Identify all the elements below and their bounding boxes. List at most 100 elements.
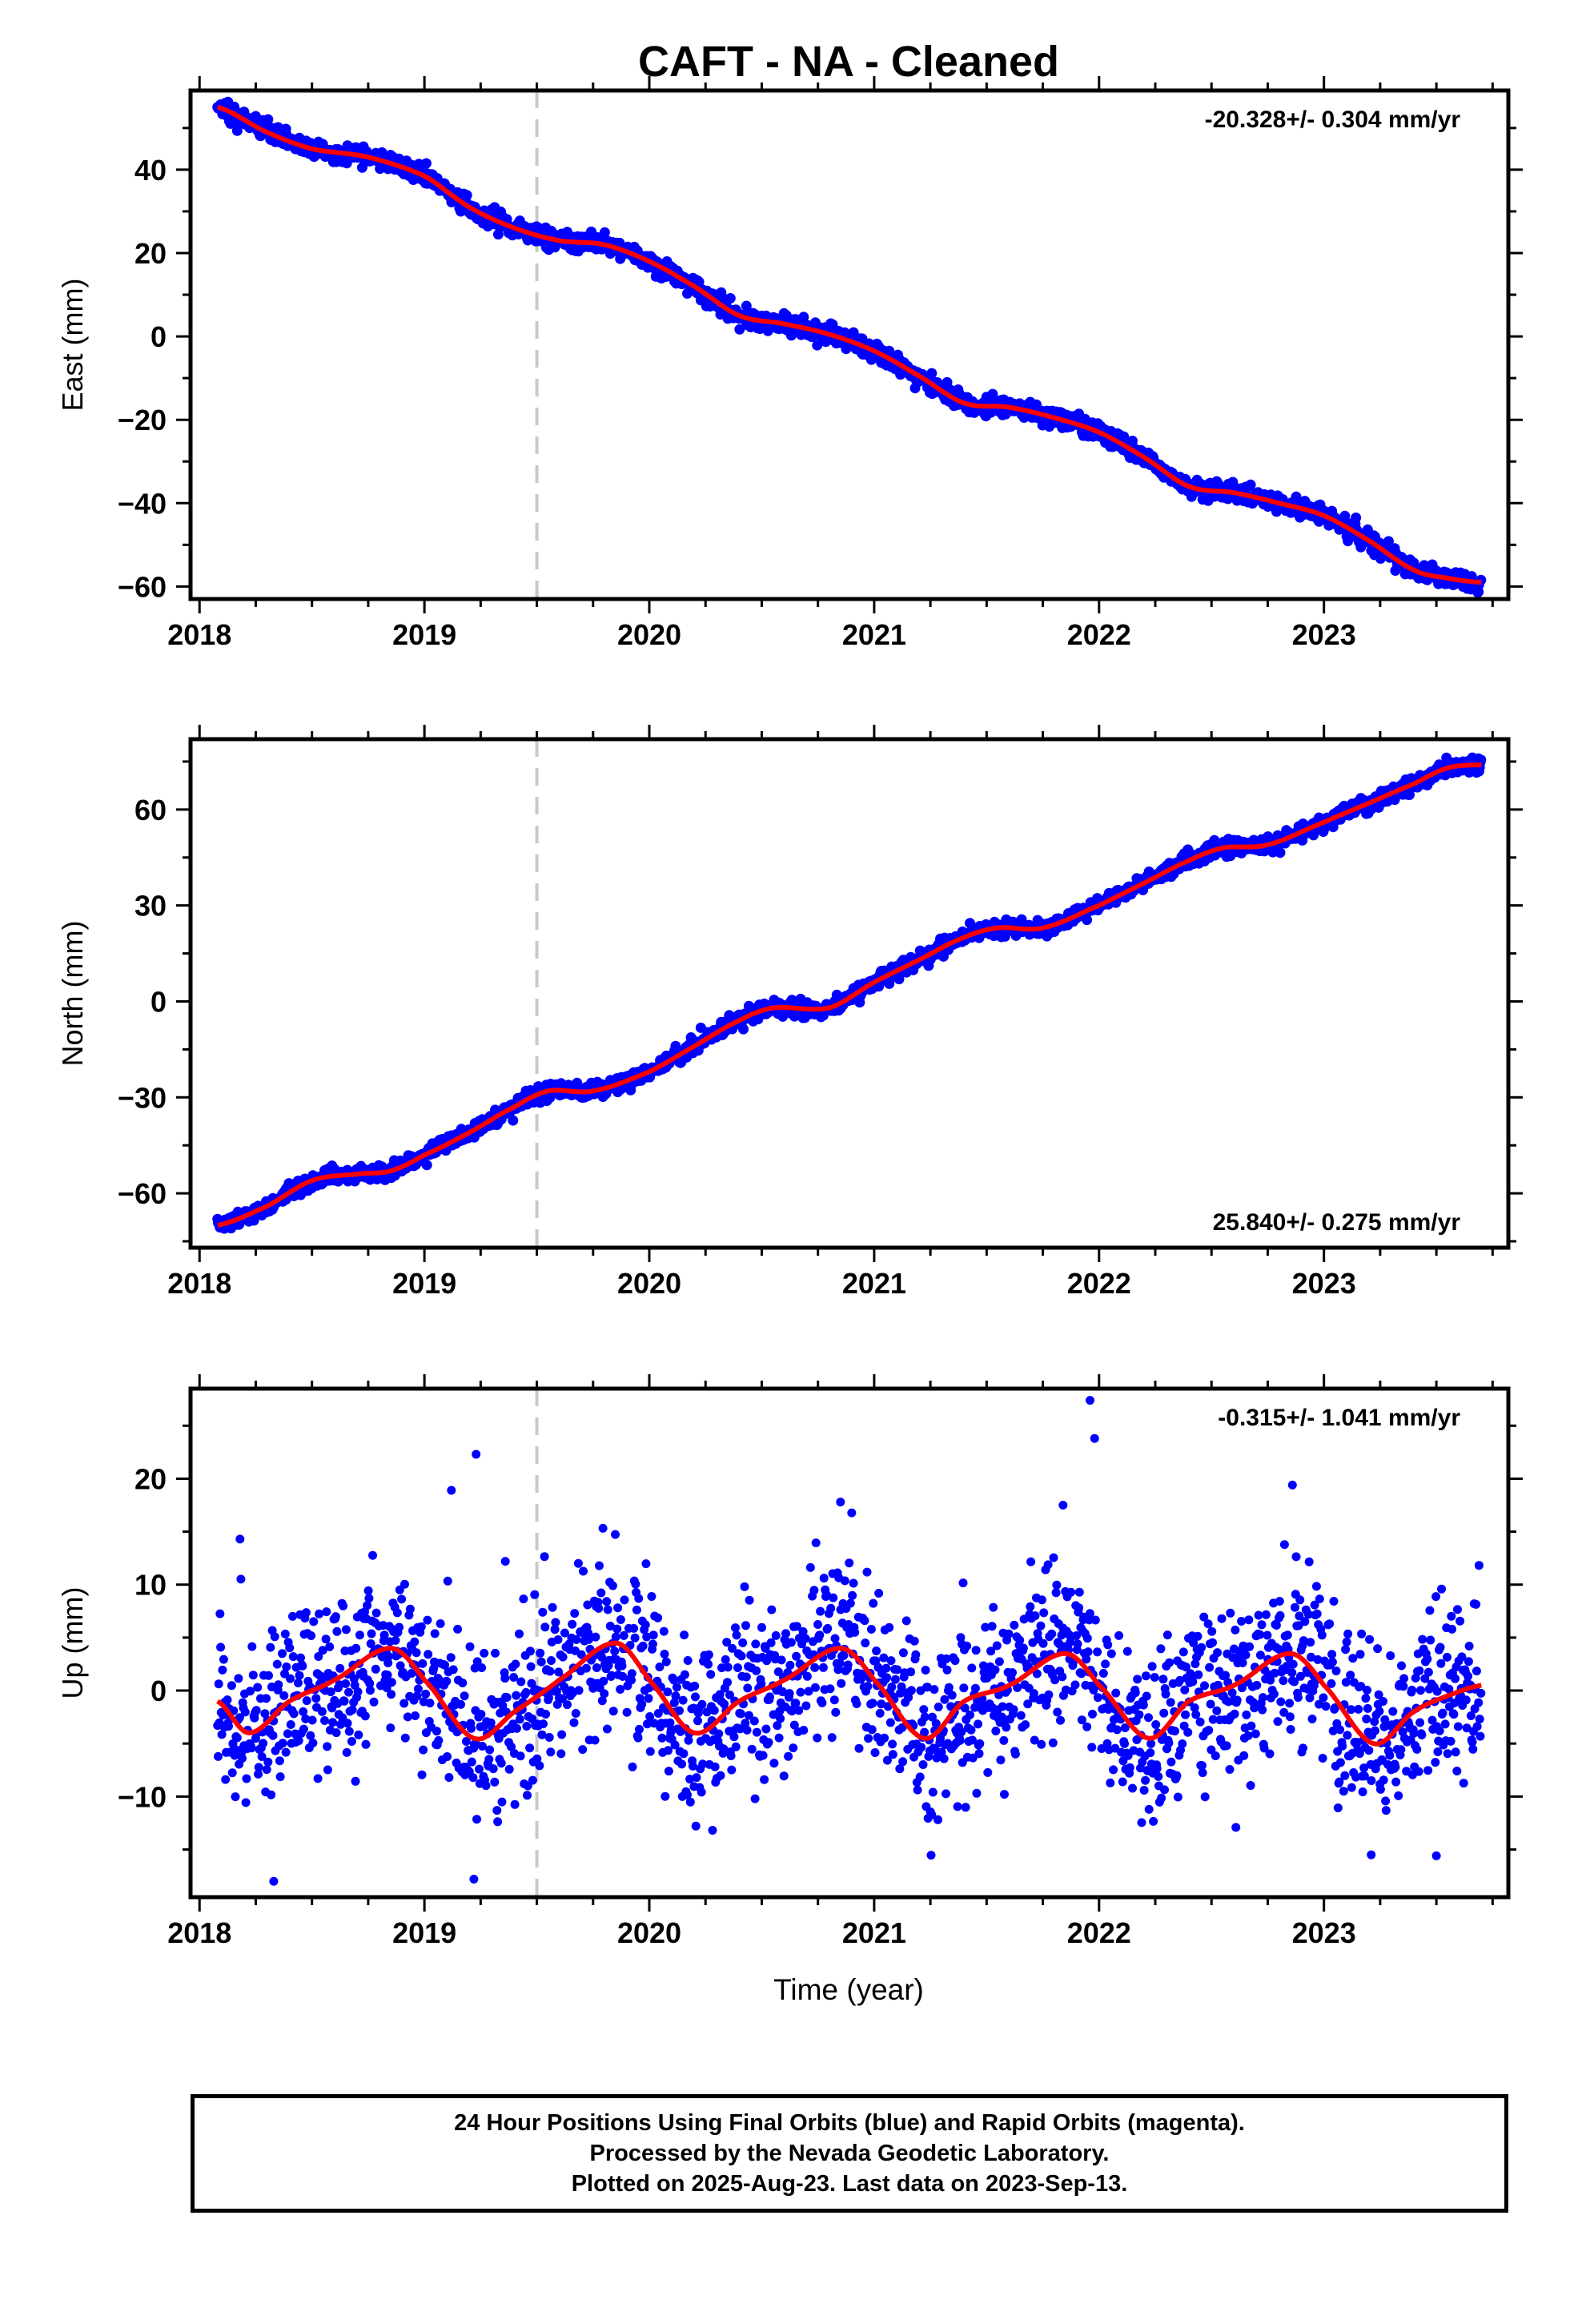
up-data-point bbox=[413, 1684, 423, 1694]
up-data-point bbox=[669, 1675, 679, 1685]
up-data-point bbox=[553, 1635, 563, 1644]
up-data-point bbox=[837, 1679, 846, 1688]
up-data-point bbox=[493, 1817, 503, 1827]
up-data-point bbox=[750, 1794, 760, 1803]
up-data-point bbox=[460, 1691, 469, 1701]
up-data-point bbox=[360, 1711, 370, 1721]
up-data-point bbox=[528, 1714, 537, 1723]
up-data-point bbox=[657, 1733, 667, 1743]
up-data-point bbox=[293, 1679, 303, 1687]
up-data-point bbox=[847, 1508, 857, 1518]
north-data-points bbox=[212, 752, 1487, 1234]
up-data-point bbox=[653, 1613, 663, 1622]
up-data-point bbox=[571, 1709, 580, 1718]
up-data-point bbox=[465, 1642, 475, 1651]
up-data-point bbox=[704, 1650, 713, 1659]
up-data-point bbox=[843, 1660, 853, 1670]
up-data-point bbox=[227, 1681, 236, 1691]
up-data-point bbox=[298, 1661, 307, 1671]
up-data-point bbox=[223, 1695, 232, 1705]
up-data-point bbox=[467, 1723, 476, 1733]
up-data-point bbox=[634, 1594, 644, 1603]
up-data-point bbox=[641, 1559, 651, 1569]
up-data-point bbox=[845, 1598, 855, 1608]
up-data-point bbox=[685, 1797, 695, 1807]
up-data-point bbox=[504, 1764, 514, 1774]
up-data-point bbox=[434, 1735, 444, 1745]
up-data-point bbox=[810, 1663, 820, 1672]
up-data-point bbox=[572, 1634, 581, 1644]
up-data-point bbox=[663, 1687, 673, 1697]
up-data-point bbox=[400, 1579, 409, 1589]
up-data-point bbox=[736, 1724, 745, 1734]
up-data-point bbox=[550, 1625, 560, 1634]
up-data-point bbox=[468, 1773, 478, 1783]
up-data-point bbox=[235, 1713, 244, 1723]
up-data-point bbox=[557, 1730, 567, 1739]
up-data-point bbox=[691, 1821, 701, 1831]
up-data-point bbox=[560, 1628, 569, 1638]
up-data-point bbox=[417, 1770, 427, 1779]
up-data-point bbox=[794, 1706, 804, 1715]
up-data-point bbox=[714, 1729, 724, 1739]
up-data-point bbox=[288, 1652, 298, 1662]
up-data-point bbox=[343, 1719, 352, 1728]
up-data-point bbox=[779, 1771, 789, 1781]
up-data-point bbox=[628, 1762, 637, 1771]
up-data-point bbox=[278, 1739, 287, 1748]
up-data-point bbox=[716, 1771, 725, 1780]
up-data-point bbox=[522, 1722, 532, 1731]
east-data-point bbox=[420, 158, 432, 169]
north-fit-curve bbox=[217, 762, 1482, 1228]
up-data-point bbox=[311, 1694, 321, 1703]
up-data-point bbox=[288, 1611, 297, 1621]
up-data-point bbox=[365, 1679, 375, 1688]
up-data-point bbox=[829, 1593, 838, 1602]
up-data-point bbox=[264, 1671, 273, 1680]
up-data-point bbox=[351, 1643, 361, 1653]
up-data-point bbox=[224, 1722, 233, 1731]
up-data-point bbox=[729, 1732, 739, 1742]
up-data-point bbox=[627, 1675, 636, 1685]
up-data-point bbox=[251, 1706, 261, 1715]
up-data-point bbox=[523, 1791, 532, 1800]
up-data-point bbox=[355, 1630, 364, 1640]
up-data-point bbox=[386, 1723, 396, 1733]
up-data-point bbox=[341, 1625, 351, 1634]
up-data-point bbox=[821, 1590, 831, 1599]
up-data-point bbox=[632, 1605, 641, 1614]
up-data-point bbox=[600, 1689, 609, 1699]
up-data-point bbox=[576, 1650, 586, 1659]
up-data-point bbox=[546, 1747, 556, 1757]
north-data-point bbox=[1275, 847, 1286, 858]
up-data-point bbox=[527, 1679, 536, 1688]
up-data-point bbox=[299, 1707, 308, 1716]
up-data-point bbox=[671, 1691, 681, 1701]
up-data-point bbox=[266, 1642, 275, 1652]
east-data-point bbox=[1351, 513, 1362, 523]
up-data-point bbox=[610, 1647, 620, 1656]
up-data-point bbox=[307, 1631, 316, 1640]
up-data-point bbox=[227, 1768, 237, 1778]
up-data-point bbox=[461, 1737, 471, 1746]
up-data-point bbox=[672, 1683, 681, 1692]
up-data-point bbox=[320, 1716, 329, 1725]
up-data-point bbox=[594, 1603, 604, 1613]
up-data-point bbox=[584, 1628, 593, 1638]
up-data-point bbox=[215, 1609, 225, 1618]
up-data-point bbox=[568, 1619, 577, 1629]
east-data-point bbox=[926, 368, 938, 379]
up-data-point bbox=[472, 1657, 482, 1667]
up-data-point bbox=[732, 1630, 741, 1640]
up-data-point bbox=[728, 1643, 737, 1653]
up-data-point bbox=[234, 1674, 243, 1683]
up-data-point bbox=[845, 1558, 854, 1568]
up-data-point bbox=[216, 1642, 226, 1652]
up-data-point bbox=[253, 1683, 263, 1692]
up-data-point bbox=[819, 1574, 829, 1583]
north-data-point bbox=[738, 1023, 749, 1035]
up-data-point bbox=[309, 1617, 319, 1626]
up-data-point bbox=[557, 1694, 567, 1703]
up-data-point bbox=[443, 1576, 452, 1586]
up-data-point bbox=[680, 1670, 689, 1679]
